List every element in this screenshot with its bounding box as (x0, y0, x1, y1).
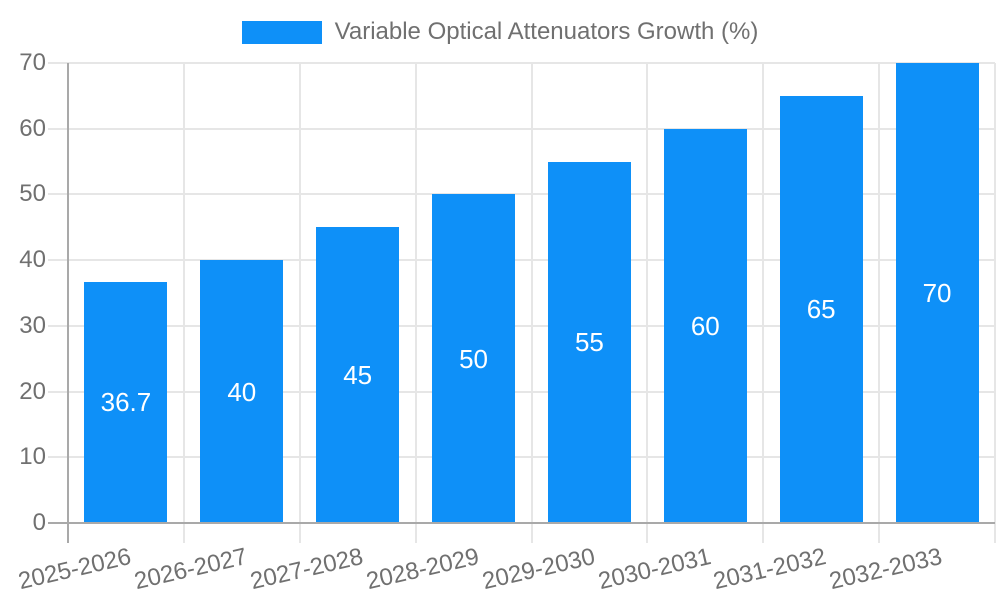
bar[interactable] (779, 95, 863, 523)
y-axis-tick-label: 30 (19, 311, 46, 339)
gridline-vertical (646, 63, 649, 523)
x-axis-tick-mark (878, 523, 881, 543)
y-axis-tick-label: 20 (19, 377, 46, 405)
y-axis-tick-mark (48, 390, 68, 393)
chart-legend[interactable]: Variable Optical Attenuators Growth (%) (0, 16, 1000, 48)
x-axis-tick-mark (414, 523, 417, 543)
gridline-vertical (878, 63, 881, 523)
x-axis-tick-mark (762, 523, 765, 543)
bar-value-label: 70 (922, 278, 952, 308)
y-axis-line (67, 63, 69, 543)
x-axis-tick-label: 2031-2032 (711, 543, 830, 596)
x-axis-tick-label: 2026-2027 (131, 543, 250, 596)
y-axis-tick-label: 70 (19, 49, 46, 76)
x-axis-line (48, 522, 995, 524)
bar[interactable] (895, 63, 979, 523)
bar[interactable] (432, 194, 516, 523)
y-axis-tick-label: 10 (19, 443, 46, 471)
gridline-vertical (414, 63, 417, 523)
y-axis-tick-label: 50 (19, 180, 46, 208)
bar-value-label: 36.7 (100, 387, 152, 418)
x-axis-tick-mark (646, 523, 649, 543)
gridline-vertical (762, 63, 765, 523)
bar[interactable] (200, 260, 284, 523)
gridline-vertical (182, 63, 185, 523)
x-axis-tick-label: 2025-2026 (15, 543, 134, 596)
x-axis-tick-label: 2029-2030 (479, 543, 598, 596)
bar-value-label: 60 (690, 310, 720, 341)
legend-swatch-icon (241, 20, 322, 44)
y-axis-tick-mark (48, 193, 68, 196)
x-axis-tick-mark (298, 523, 301, 543)
x-axis-tick-label: 2032-2033 (826, 543, 945, 596)
y-axis-tick-mark (48, 259, 68, 262)
bar[interactable] (663, 128, 747, 523)
x-axis-tick-label: 2028-2029 (363, 543, 482, 596)
bar-value-label: 45 (343, 360, 373, 391)
gridline-vertical (530, 63, 533, 523)
y-axis-tick-label: 60 (19, 114, 46, 142)
x-axis-tick-mark (182, 523, 185, 543)
x-axis-tick-mark (530, 523, 533, 543)
y-axis-tick-mark (48, 127, 68, 130)
gridline-vertical (298, 63, 301, 523)
y-axis-tick-mark (48, 62, 68, 64)
x-axis-tick-mark (994, 523, 996, 543)
y-axis-tick-label: 0 (32, 509, 46, 536)
y-axis-tick-mark (48, 456, 68, 459)
y-axis-tick-label: 40 (19, 246, 46, 274)
bar-value-label: 55 (574, 327, 604, 358)
bar[interactable] (316, 227, 400, 523)
bar-value-label: 65 (806, 294, 836, 325)
gridline-vertical (994, 63, 996, 523)
x-axis-tick-label: 2027-2028 (247, 543, 366, 596)
legend-label: Variable Optical Attenuators Growth (%) (334, 18, 759, 45)
y-axis-tick-mark (48, 324, 68, 327)
bar[interactable] (84, 281, 168, 523)
x-axis-tick-label: 2030-2031 (595, 543, 714, 596)
bar[interactable] (547, 161, 631, 523)
bar-value-label: 50 (459, 343, 489, 374)
bar-value-label: 40 (227, 376, 257, 407)
